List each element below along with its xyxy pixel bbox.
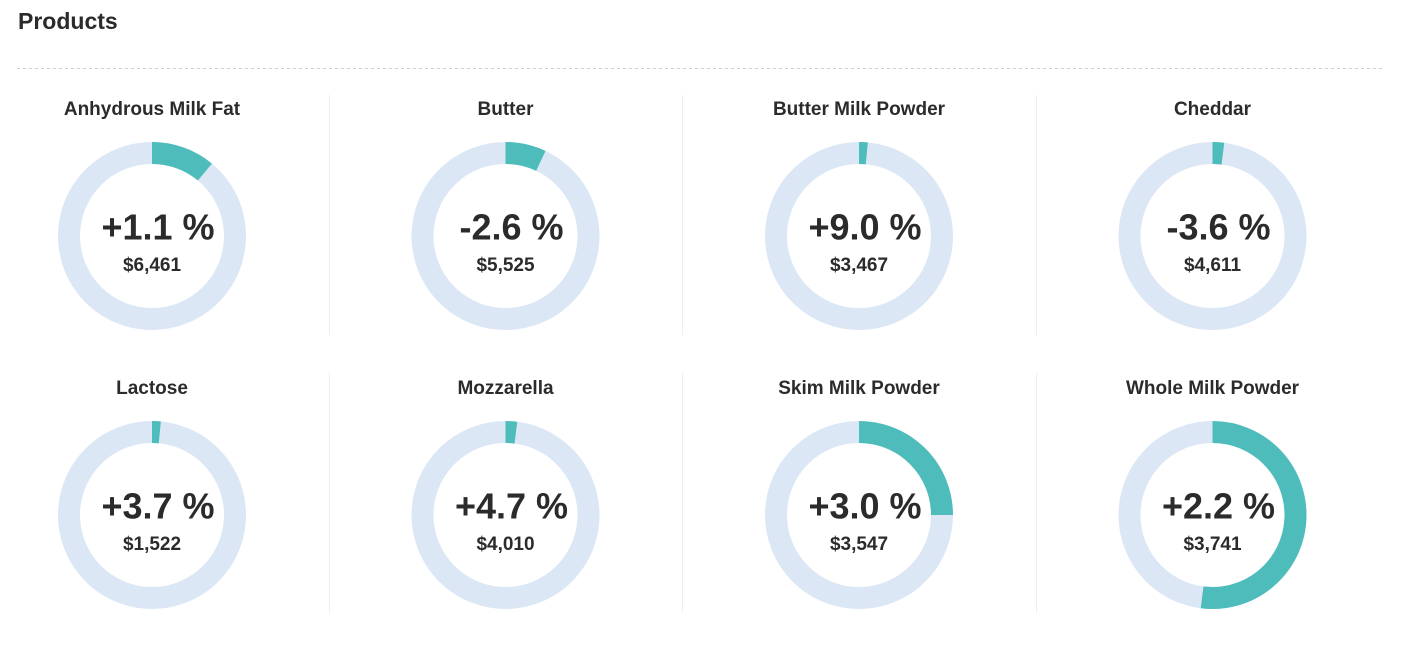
- product-name: Lactose: [116, 378, 188, 399]
- change-label: +2.2 %: [1162, 486, 1275, 527]
- donut-segment: [505, 142, 546, 172]
- donut-segment: [151, 142, 212, 181]
- price-label: $4,611: [1184, 255, 1241, 276]
- change-label: +3.7 %: [101, 486, 214, 527]
- change-label: -2.6 %: [459, 207, 563, 248]
- change-label: -3.6 %: [1166, 207, 1270, 248]
- price-label: $6,461: [123, 255, 182, 276]
- price-label: $4,010: [476, 534, 534, 555]
- panel-title: Products: [18, 8, 118, 34]
- donut-segment: [505, 421, 518, 444]
- product-name: Butter Milk Powder: [773, 99, 946, 120]
- change-label: +1.1 %: [101, 207, 214, 248]
- product-name: Butter: [478, 99, 535, 120]
- product-name: Whole Milk Powder: [1126, 378, 1300, 399]
- product-name: Anhydrous Milk Fat: [64, 99, 241, 120]
- donut-segment: [1212, 142, 1225, 165]
- price-label: $5,525: [476, 255, 535, 276]
- price-label: $1,522: [123, 534, 181, 555]
- price-label: $3,547: [830, 534, 888, 555]
- donut-segment: [1200, 421, 1307, 609]
- product-name: Skim Milk Powder: [778, 378, 940, 399]
- donut-segment: [858, 421, 953, 516]
- change-label: +9.0 %: [808, 207, 921, 248]
- product-name: Mozzarella: [457, 378, 554, 399]
- change-label: +3.0 %: [808, 486, 921, 527]
- price-label: $3,741: [1183, 534, 1242, 555]
- price-label: $3,467: [830, 255, 888, 276]
- change-label: +4.7 %: [455, 486, 568, 527]
- product-name: Cheddar: [1174, 99, 1252, 120]
